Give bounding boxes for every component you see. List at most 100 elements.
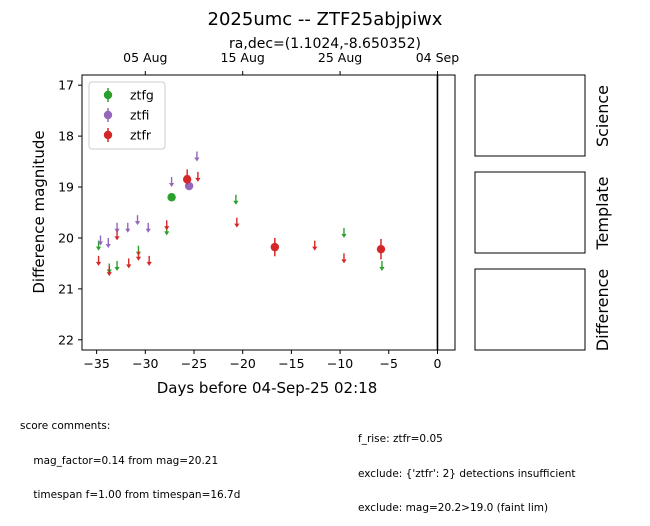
chart-title: 2025umc -- ZTF25abjpiwx (208, 9, 443, 30)
x-tick-label: −30 (132, 356, 158, 371)
science-stamp (474, 74, 586, 157)
limit-arrowhead (312, 246, 318, 251)
x-tick-label: −20 (229, 356, 255, 371)
limit-arrowhead (146, 261, 152, 266)
ztfi-upper-limit-marker (194, 151, 200, 162)
limit-arrowhead (164, 226, 170, 231)
science-stamp-label: Science (593, 85, 612, 147)
ztfg-upper-limit-marker (341, 227, 347, 238)
limit-arrowhead (234, 223, 240, 228)
x-tick-label: −5 (380, 356, 398, 371)
limit-arrowhead (379, 266, 385, 271)
ztfr-upper-limit-marker (341, 253, 347, 264)
x-tick-label: −15 (278, 356, 304, 371)
x-tick-label: 0 (433, 356, 441, 371)
ztfi-upper-limit-marker (134, 215, 141, 226)
x-tick-label: −25 (181, 356, 207, 371)
detection-point (376, 244, 386, 254)
score-comments: score comments: mag_factor=0.14 from mag… (20, 398, 240, 513)
limit-arrowhead (164, 231, 170, 236)
ztfi-upper-limit-marker (97, 235, 104, 246)
ztfr-upper-limit-marker (164, 220, 170, 231)
ztfr-detection-marker (182, 174, 192, 185)
ztfi-upper-limit-marker (125, 222, 131, 233)
limit-arrowhead (95, 246, 102, 251)
y-tick-label: 22 (58, 332, 74, 347)
ztfi-upper-limit-marker (168, 176, 175, 187)
x-tick-label: −10 (327, 356, 353, 371)
detection-point (167, 193, 176, 202)
legend-entry-ztfi: ztfi (103, 108, 149, 123)
limit-arrowhead (195, 177, 201, 182)
chart-subtitle: ra,dec=(1.1024,-8.650352) (229, 36, 421, 52)
template-stamp (474, 171, 586, 254)
plot-frame (81, 74, 456, 351)
lightcurve-figure: 2025umc -- ZTF25abjpiwx ra,dec=(1.1024,-… (30, 9, 612, 397)
legend-entry-ztfr: ztfr (103, 128, 152, 143)
score-comment-line: mag_factor=0.14 from mag=20.21 (20, 454, 219, 467)
top-date-tick-label: 04 Sep (416, 50, 460, 65)
plot-axes: −35 −30 −25 −20 −15 −10 −5 0 17 18 19 20 21 22 05 Aug 1… (58, 50, 459, 371)
limit-arrowhead (114, 236, 120, 241)
y-tick-label: 19 (58, 180, 74, 195)
limit-arrowhead (194, 157, 200, 162)
ztfr-upper-limit-marker (126, 258, 132, 269)
limit-arrowhead (135, 256, 142, 261)
limit-arrowhead (97, 241, 104, 246)
difference-stamp-label: Difference (593, 269, 612, 351)
limit-arrowhead (106, 272, 112, 277)
limit-arrowhead (134, 221, 141, 226)
template-stamp-label: Template (593, 176, 612, 250)
legend-label: ztfi (130, 108, 149, 123)
ztfr-upper-limit-marker (234, 217, 240, 228)
detection-point (182, 175, 192, 184)
x-axis-label: Days before 04-Sep-25 02:18 (157, 379, 378, 397)
ztfg-upper-limit-marker (233, 194, 239, 205)
y-axis-label: Difference magnitude (30, 130, 48, 293)
legend-swatch-marker (103, 130, 113, 140)
ztfi-upper-limit-marker (105, 238, 111, 249)
ztfr-detection-marker (270, 237, 280, 257)
ztfr-upper-limit-marker (106, 266, 112, 277)
limit-arrowhead (114, 266, 120, 271)
legend: ztfg ztfi ztfr (88, 81, 166, 150)
score-comments-header: score comments: (20, 420, 111, 432)
legend-label: ztfg (130, 88, 154, 103)
y-tick-label: 17 (58, 78, 74, 93)
limit-arrowhead (168, 182, 175, 187)
exclusion-comments: f_rise: ztfr=0.05 exclude: {'ztfr': 2} d… (358, 411, 576, 526)
legend-label: ztfr (130, 128, 152, 143)
data-marks (95, 151, 386, 277)
limit-arrowhead (95, 261, 102, 266)
limit-arrowhead (341, 233, 347, 238)
ztfg-detection-marker (167, 193, 176, 202)
limit-arrowhead (341, 259, 347, 264)
ztfr-upper-limit-marker (135, 250, 142, 261)
exclusion-comment-line: exclude: {'ztfr': 2} detections insuffic… (358, 467, 576, 480)
x-tick-label: −35 (83, 356, 109, 371)
ztfr-upper-limit-marker (95, 255, 102, 266)
exclusion-comment-line: exclude: mag=20.2>19.0 (faint lim) (358, 502, 549, 514)
legend-swatch-marker (103, 90, 113, 100)
difference-stamp (474, 268, 586, 351)
ztfr-upper-limit-marker (114, 230, 120, 241)
top-date-tick-label: 05 Aug (123, 50, 167, 65)
legend-swatch-marker (103, 110, 113, 120)
top-date-tick-label: 15 Aug (221, 50, 265, 65)
y-tick-label: 20 (58, 230, 74, 245)
exclusion-comment-line: f_rise: ztfr=0.05 (358, 433, 443, 445)
y-tick-label: 21 (58, 281, 74, 296)
ztfr-upper-limit-marker (312, 240, 318, 251)
ztfr-upper-limit-marker (195, 171, 201, 182)
score-comment-line: timespan f=1.00 from timespan=16.7d (20, 489, 241, 501)
detection-point (270, 242, 280, 252)
limit-arrowhead (125, 228, 131, 233)
ztfi-upper-limit-marker (145, 222, 151, 233)
ztfr-upper-limit-marker (146, 255, 152, 266)
ztfg-upper-limit-marker (114, 260, 120, 271)
ztfg-upper-limit-marker (379, 260, 385, 271)
limit-arrowhead (233, 200, 239, 205)
legend-entry-ztfg: ztfg (103, 88, 154, 103)
ztfr-detection-marker (376, 238, 386, 260)
y-tick-label: 18 (58, 129, 74, 144)
